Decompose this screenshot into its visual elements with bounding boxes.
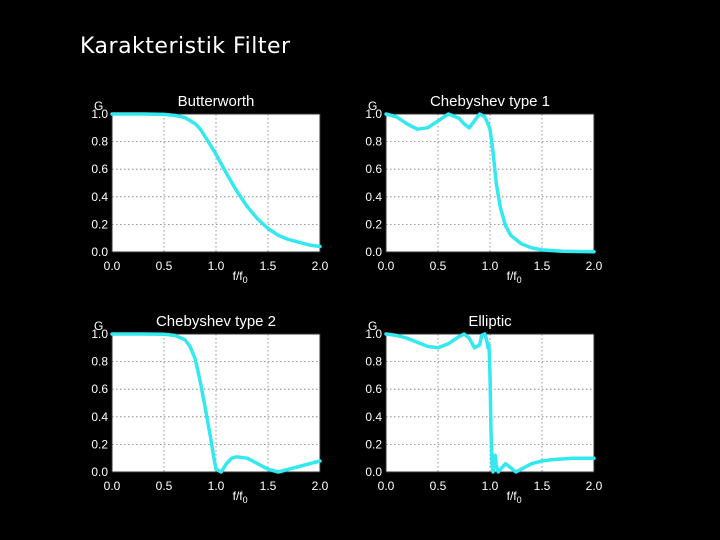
chart-3-ytick-1: 0.2 [365, 437, 382, 451]
chart-2-ytick-2: 0.4 [91, 410, 108, 424]
chart-0-ytick-0: 0.0 [91, 245, 108, 259]
chart-3-ytick-4: 0.8 [365, 355, 382, 369]
chart-1-xtick-0: 0.0 [378, 259, 395, 273]
chart-3-xtick-4: 2.0 [586, 479, 603, 493]
chart-1-xtick-4: 2.0 [586, 259, 603, 273]
chart-0-ytick-5: 1.0 [91, 107, 108, 121]
chart-2-frame [111, 333, 321, 473]
chart-1-title: Chebyshev type 1 [430, 93, 550, 110]
chart-2-xtick-1: 0.5 [156, 479, 173, 493]
chart-1-ytick-1: 0.2 [365, 217, 382, 231]
chart-0-xtick-3: 1.5 [260, 259, 277, 273]
chart-3-xlabel: f/f0 [507, 489, 522, 505]
chart-1-ylabel: G [368, 99, 377, 113]
chart-0-ytick-3: 0.6 [91, 162, 108, 176]
chart-3-ytick-2: 0.4 [365, 410, 382, 424]
slide-title: Karakteristik Filter [80, 34, 291, 59]
chart-0-ytick-1: 0.2 [91, 217, 108, 231]
chart-2-ytick-3: 0.6 [91, 382, 108, 396]
chart-0-xtick-4: 2.0 [312, 259, 329, 273]
chart-2-xtick-0: 0.0 [104, 479, 121, 493]
chart-2-xtick-3: 1.5 [260, 479, 277, 493]
chart-3-frame [385, 333, 595, 473]
chart-2-ylabel: G [94, 319, 103, 333]
chart-1-ytick-5: 1.0 [365, 107, 382, 121]
chart-2-title: Chebyshev type 2 [156, 313, 276, 330]
chart-2-xtick-2: 1.0 [208, 479, 225, 493]
chart-1-ytick-0: 0.0 [365, 245, 382, 259]
chart-1-ytick-2: 0.4 [365, 190, 382, 204]
chart-3-ytick-3: 0.6 [365, 382, 382, 396]
chart-3-ytick-5: 1.0 [365, 327, 382, 341]
chart-3-xtick-1: 0.5 [430, 479, 447, 493]
chart-0-xtick-2: 1.0 [208, 259, 225, 273]
chart-3-xtick-2: 1.0 [482, 479, 499, 493]
chart-0-ytick-2: 0.4 [91, 190, 108, 204]
chart-3-xtick-0: 0.0 [378, 479, 395, 493]
chart-1-xtick-3: 1.5 [534, 259, 551, 273]
chart-3-ytick-0: 0.0 [365, 465, 382, 479]
chart-0-ylabel: G [94, 99, 103, 113]
chart-1-xlabel: f/f0 [507, 269, 522, 285]
chart-1-xtick-1: 0.5 [430, 259, 447, 273]
chart-1-ytick-3: 0.6 [365, 162, 382, 176]
chart-0-frame [111, 113, 321, 253]
chart-0-ytick-4: 0.8 [91, 135, 108, 149]
chart-2-xlabel: f/f0 [233, 489, 248, 505]
chart-3-title: Elliptic [468, 313, 512, 330]
chart-1: Chebyshev type 1 G 0.0 0.5 1.0 1.5 2.0 0.0 0.2 0.… [365, 93, 602, 285]
chart-0-series-line [110, 112, 322, 249]
chart-1-xtick-2: 1.0 [482, 259, 499, 273]
chart-3: Elliptic G 0.0 0.5 1.0 1.5 2.0 0.0 0.2 0.4 0.6 0.8 1… [365, 313, 602, 505]
chart-2-ytick-1: 0.2 [91, 437, 108, 451]
chart-0-xtick-1: 0.5 [156, 259, 173, 273]
chart-1-series-line [384, 112, 596, 254]
chart-2-ytick-4: 0.8 [91, 355, 108, 369]
chart-0-xlabel: f/f0 [233, 269, 248, 285]
chart-3-xtick-3: 1.5 [534, 479, 551, 493]
chart-2-ytick-5: 1.0 [91, 327, 108, 341]
chart-1-ytick-4: 0.8 [365, 135, 382, 149]
chart-2-xtick-4: 2.0 [312, 479, 329, 493]
chart-3-series-line [384, 332, 596, 474]
chart-0-title: Butterworth [178, 93, 255, 110]
chart-0-xtick-0: 0.0 [104, 259, 121, 273]
chart-1-frame [385, 113, 595, 253]
chart-2-series-line [110, 332, 322, 474]
chart-2: Chebyshev type 2 G 0.0 0.5 1.0 1.5 2.0 0.0 0.2 0.… [91, 313, 328, 505]
chart-3-ylabel: G [368, 319, 377, 333]
chart-2-ytick-0: 0.0 [91, 465, 108, 479]
chart-0: Butterworth G 0.0 0.5 1.0 1.5 2.0 0.0 0.2 0.4 0.6 0… [91, 93, 328, 285]
